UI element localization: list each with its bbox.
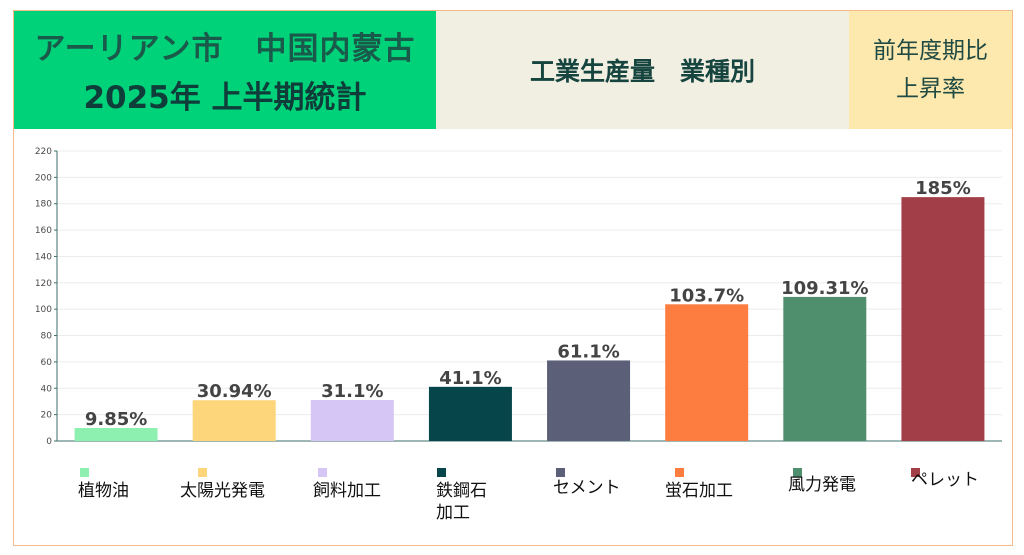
chart-legend: 植物油 太陽光発電 飼料加工 鉄鋼石 加工 セメント 蛍石加工 風力発電 ペレット (0, 455, 1024, 545)
legend-swatch (556, 468, 565, 477)
bar (310, 400, 394, 441)
data-label: 41.1% (439, 368, 501, 389)
bar (901, 197, 985, 441)
y-tick-label: 60 (41, 358, 53, 368)
bar (74, 428, 158, 441)
header-period-title: 2025年 上半期統計 (83, 80, 367, 116)
y-tick-label: 200 (35, 173, 52, 183)
legend-label: 風力発電 (788, 475, 856, 495)
legend-label: 植物油 (78, 481, 129, 501)
y-tick-label: 20 (41, 411, 53, 421)
y-tick-label: 220 (35, 147, 52, 157)
legend-swatch (198, 468, 207, 477)
data-label: 103.7% (669, 285, 744, 306)
bar (547, 360, 631, 441)
y-tick-label: 40 (41, 384, 53, 394)
legend-label: 飼料加工 (313, 481, 381, 501)
header-metric-line2: 上昇率 (896, 76, 965, 102)
legend-swatch (675, 468, 684, 477)
legend-label: 蛍石加工 (665, 481, 733, 501)
header-city-title: アーリアン市 中国内蒙古 (34, 31, 416, 67)
legend-swatch (793, 468, 802, 477)
y-tick-label: 160 (35, 226, 52, 236)
legend-swatch (911, 468, 920, 477)
data-label: 9.85% (85, 409, 147, 430)
bar (428, 386, 512, 441)
bar (665, 304, 749, 441)
y-tick-label: 0 (46, 437, 52, 447)
y-tick-label: 80 (41, 332, 53, 342)
data-label: 31.1% (321, 381, 383, 402)
legend-label: 太陽光発電 (180, 481, 265, 501)
legend-label: セメント (553, 478, 621, 498)
bar (783, 296, 867, 441)
legend-swatch (80, 468, 89, 477)
chart-title: 工業生産量 業種別 (529, 57, 755, 86)
header-chart-title-panel: 工業生産量 業種別 (436, 11, 849, 129)
y-tick-label: 180 (35, 200, 52, 210)
data-label: 30.94% (197, 381, 272, 402)
y-tick-label: 100 (35, 305, 52, 315)
legend-swatch (437, 468, 446, 477)
data-label: 185% (915, 178, 971, 199)
legend-swatch (318, 468, 327, 477)
header-metric-line1: 前年度期比 (873, 38, 988, 64)
bar (192, 400, 276, 441)
y-tick-label: 120 (35, 279, 52, 289)
y-tick-label: 140 (35, 252, 52, 262)
legend-label: 鉄鋼石 加工 (436, 481, 487, 523)
chart-frame: アーリアン市 中国内蒙古 2025年 上半期統計 工業生産量 業種別 前年度期比… (13, 10, 1013, 546)
legend-label: ペレット (911, 470, 979, 490)
data-label: 109.31% (781, 278, 869, 299)
header-metric-panel: 前年度期比 上昇率 (849, 11, 1012, 129)
data-label: 61.1% (557, 341, 619, 362)
header-title-panel: アーリアン市 中国内蒙古 2025年 上半期統計 (14, 11, 436, 129)
